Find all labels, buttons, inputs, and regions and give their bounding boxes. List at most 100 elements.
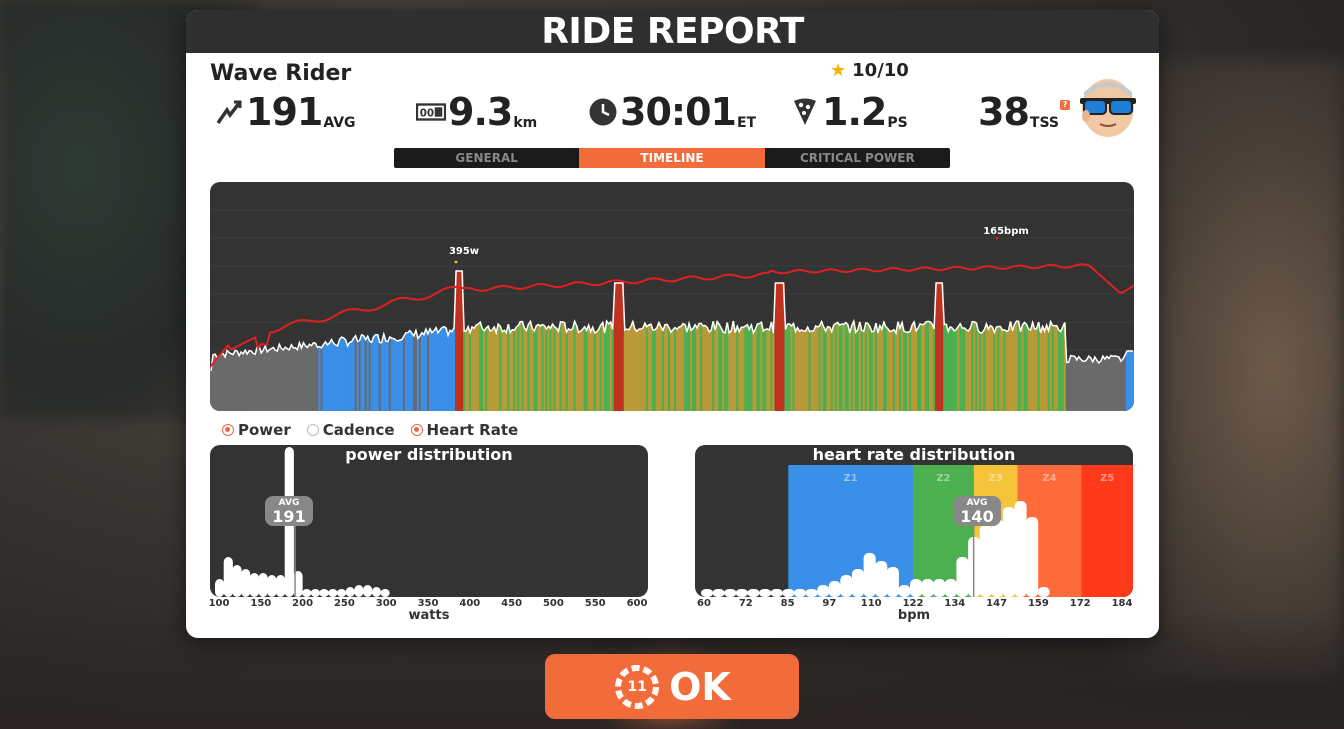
timeline-bar [386,341,390,411]
timeline-bar [784,329,787,411]
timeline-bar [794,331,797,411]
timeline-bar [943,324,946,411]
timeline-bar [1121,358,1125,411]
hr-tick: 85 [780,598,795,609]
timeline-bar [862,331,866,411]
timeline-bar [848,332,852,411]
timeline-bar [1021,324,1024,411]
hr-dist-bar [851,569,864,597]
timeline-bar [262,350,265,411]
timeline-bar [774,283,777,411]
timeline-bar [1105,356,1109,411]
power-dist-bar [380,589,390,597]
timeline-bar [605,321,609,411]
hr-dist-bar [1026,517,1039,597]
timeline-bar [288,349,291,411]
cadence-toggle[interactable] [306,424,319,436]
timeline-bar [527,324,530,411]
heart-rate-toggle[interactable] [410,424,423,436]
timeline-bar [840,324,844,411]
timeline-bar [410,333,414,411]
timeline-bar [420,332,424,411]
timeline-bar [758,323,761,411]
power-dist-bar [258,573,268,597]
legend-heart-rate[interactable]: Heart Rate [410,421,518,439]
timeline-bar [750,325,753,411]
svg-text:00: 00 [420,108,434,120]
timeline-bar [332,343,335,411]
timeline-bar [971,321,974,411]
timeline-bar [945,324,948,411]
timeline-bar [1095,360,1099,411]
hr-zone-label: Z2 [936,473,950,484]
timeline-chart: 395w 165bpm [210,182,1134,411]
timeline-bar [585,330,588,411]
timeline-bar [772,333,775,411]
timeline-bar [623,330,627,411]
power-x-axis: 100 150 200 250 300 350 400 450 500 550 600 [209,598,648,612]
timeline-bar [469,332,472,411]
timeline-bar [766,328,769,411]
tab-timeline[interactable]: TIMELINE [579,148,765,168]
power-dist-bar [232,565,242,597]
timeline-bar [485,328,488,411]
power-toggle[interactable] [222,424,234,436]
timeline-bar [629,326,633,411]
timeline-bar [404,332,408,411]
timeline-bar [549,328,552,411]
hr-x-axis: 60 72 85 97 110 122 134 147 159 172 184 [695,598,1133,612]
timeline-bar [354,335,357,411]
ride-report-panel: RIDE REPORT Wave Rider ★ 10/10 191 AVG 0… [186,10,1159,638]
timeline-bar [258,346,261,411]
timeline-bar [246,354,249,411]
timeline-bar [280,348,283,411]
timeline-bar [768,330,771,411]
timeline-bar [828,327,831,411]
ok-button[interactable]: 11 OK [545,654,799,719]
tab-general[interactable]: GENERAL [455,151,518,165]
timeline-bar [977,330,980,411]
stat-distance: 00 9.3 km [416,92,537,132]
timeline-bar [252,353,255,411]
timeline-bar [434,327,438,411]
timeline-bar [230,353,233,411]
timeline-bar [678,327,681,411]
timeline-bar [696,328,699,411]
timeline-bar [475,325,478,411]
timeline-bar [846,324,850,411]
power-lightning-icon [214,97,244,127]
timeline-bar [356,341,359,411]
timeline-bar [814,325,817,411]
timeline-bar [599,325,602,411]
timeline-bar [746,324,749,411]
tss-help-icon[interactable]: ? [1059,100,1070,110]
timeline-bar [579,331,582,411]
hr-dist-bar [944,579,957,597]
timeline-bar [533,331,536,411]
legend-power[interactable]: Power [222,421,291,439]
timeline-bar [844,322,848,411]
timeline-bar [372,336,376,411]
timeline-bar [820,321,823,411]
timeline-bar [1091,361,1095,411]
timeline-bar [537,324,540,411]
timeline-bar [714,330,717,411]
power-dist-bar [276,575,286,597]
tab-critical-power[interactable]: CRITICAL POWER [799,151,915,165]
timeline-bar [832,325,836,411]
timeline-bar [499,326,502,411]
timeline-bar [720,328,723,411]
timeline-bar [336,345,339,411]
legend-power-label: Power [238,421,291,439]
legend-cadence[interactable]: Cadence [306,421,395,439]
timeline-bar [911,325,914,411]
timeline-bar [1007,330,1010,411]
timeline-bar [601,322,605,411]
timeline-bar [957,326,960,411]
timeline-bar [1047,330,1050,411]
timeline-bar [973,321,976,411]
legend-cadence-label: Cadence [322,421,395,439]
timeline-bar [651,330,655,411]
timeline-bar [1069,355,1073,411]
timeline-bar [459,271,462,411]
